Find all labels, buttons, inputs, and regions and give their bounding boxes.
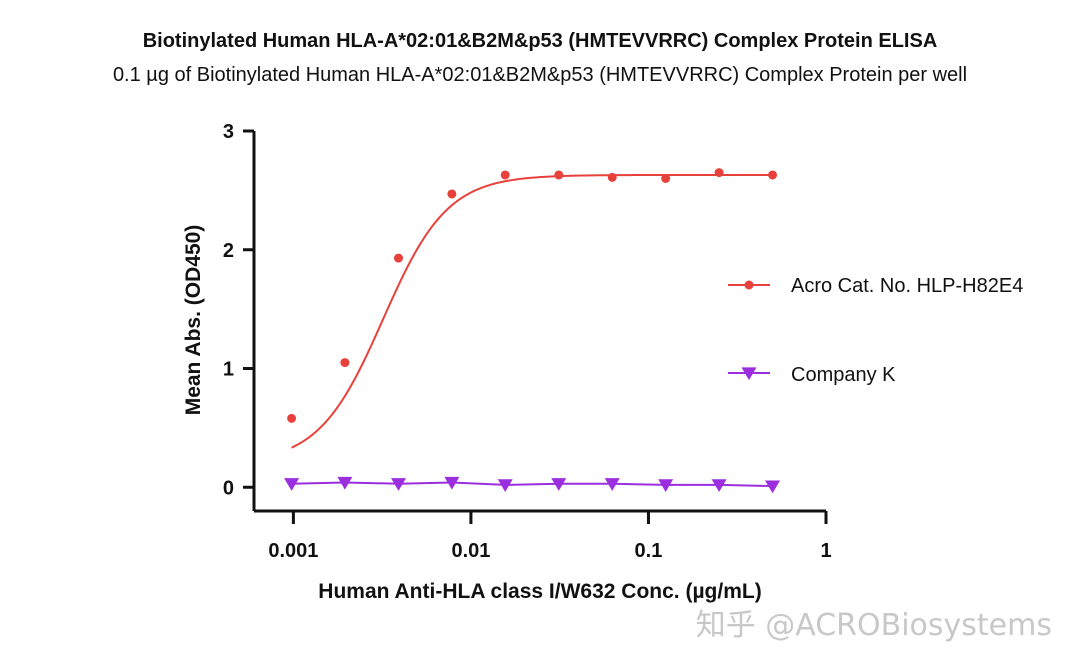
chart-subtitle: 0.1 µg of Biotinylated Human HLA-A*02:01… bbox=[112, 64, 968, 86]
acro-data-point bbox=[394, 253, 404, 263]
acro-data-point bbox=[607, 172, 617, 182]
fit-curves bbox=[291, 173, 773, 488]
y-tick-label: 2 bbox=[223, 240, 234, 262]
data-points bbox=[284, 168, 781, 494]
acro-data-point bbox=[554, 170, 564, 180]
x-tick-label: 1 bbox=[820, 540, 831, 562]
acro-data-point bbox=[340, 358, 350, 368]
company-k-data-point bbox=[284, 478, 300, 491]
company-k-line bbox=[291, 481, 773, 488]
acro-data-point bbox=[500, 170, 510, 180]
y-tick-label: 0 bbox=[223, 477, 234, 499]
company-k-data-point bbox=[711, 479, 727, 492]
company-k-data-point bbox=[444, 476, 460, 490]
acro-data-point bbox=[714, 168, 724, 178]
legend-acro-marker bbox=[744, 280, 754, 290]
legend-company-k-label: Company K bbox=[791, 364, 896, 386]
company-k-data-point bbox=[604, 478, 620, 491]
y-tick-label: 3 bbox=[223, 121, 234, 143]
legend-company-k-marker bbox=[741, 367, 757, 381]
y-tick-label: 1 bbox=[223, 359, 234, 381]
x-tick-label: 0.001 bbox=[268, 540, 318, 562]
legend-acro-label: Acro Cat. No. HLP-H82E4 bbox=[791, 275, 1023, 297]
x-tick-label: 0.1 bbox=[635, 540, 663, 562]
acro-fit-curve bbox=[291, 173, 773, 449]
y-axis-title: Mean Abs. (OD450) bbox=[182, 225, 205, 416]
company-k-data-point bbox=[337, 476, 353, 490]
legend: Acro Cat. No. HLP-H82E4 Company K bbox=[728, 275, 1023, 386]
x-tick-label: 0.01 bbox=[451, 540, 490, 562]
company-k-data-point bbox=[497, 479, 513, 492]
company-k-data-point bbox=[551, 478, 567, 491]
acro-data-point bbox=[768, 170, 778, 180]
chart-title: Biotinylated Human HLA-A*02:01&B2M&p53 (… bbox=[142, 30, 938, 52]
company-k-data-point bbox=[765, 480, 781, 494]
company-k-data-point bbox=[391, 478, 407, 491]
acro-data-point bbox=[447, 189, 457, 199]
x-axis-title: Human Anti-HLA class I/W632 Conc. (µg/mL… bbox=[318, 580, 761, 603]
company-k-data-point bbox=[658, 479, 674, 492]
acro-data-point bbox=[661, 174, 671, 183]
acro-data-point bbox=[287, 413, 297, 423]
axes: 0 1 2 3 0.001 0.01 0.1 1 bbox=[223, 121, 832, 562]
watermark: 知乎 @ACROBiosystems bbox=[695, 608, 1052, 643]
